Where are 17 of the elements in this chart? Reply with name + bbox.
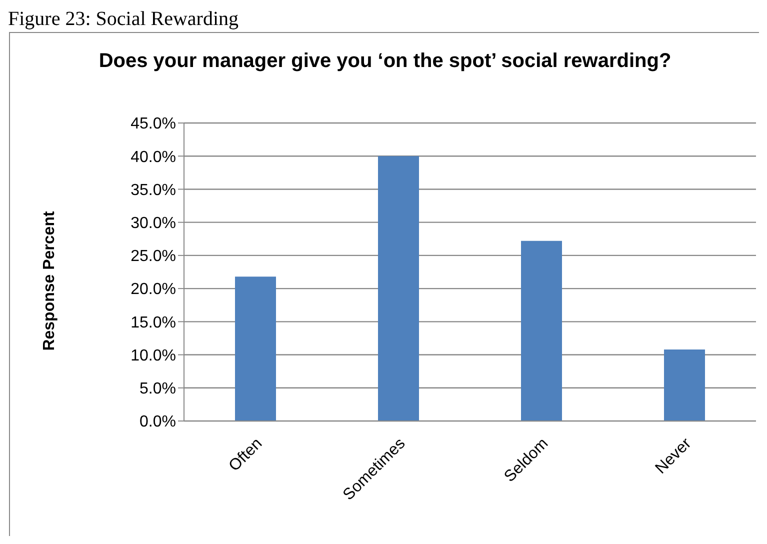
y-tick-label: 0.0% [140, 414, 176, 431]
bar [235, 276, 276, 421]
y-tick-label: 35.0% [130, 182, 176, 199]
y-tick-label: 15.0% [130, 314, 176, 332]
y-tick-label: 10.0% [130, 347, 176, 364]
y-axis-title: Response Percent [41, 211, 59, 351]
bar [664, 349, 705, 421]
y-tick-label: 30.0% [130, 215, 176, 232]
caption: Figure 23: Social Rewarding [8, 8, 240, 30]
chart-title: Does your manager give you ‘on the spot’ social rewarding? [98, 49, 672, 74]
y-tick-label: 20.0% [130, 281, 176, 298]
y-tick-label: 5.0% [140, 380, 176, 398]
y-tick-label: 25.0% [130, 248, 176, 266]
y-tick-label: 40.0% [130, 148, 176, 166]
bar [521, 240, 562, 421]
bar [378, 156, 419, 421]
y-tick-label: 45.0% [130, 116, 176, 133]
